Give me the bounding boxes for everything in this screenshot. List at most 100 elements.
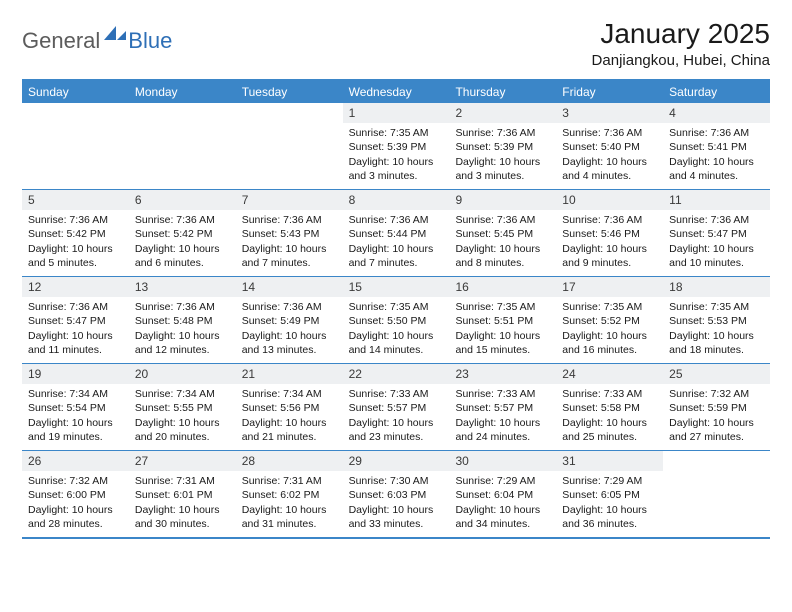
sunrise-line: Sunrise: 7:35 AM: [669, 300, 764, 314]
sunset-line: Sunset: 5:41 PM: [669, 140, 764, 154]
sunrise-line: Sunrise: 7:33 AM: [349, 387, 444, 401]
day-body: Sunrise: 7:34 AMSunset: 5:54 PMDaylight:…: [22, 384, 129, 450]
weekday-header: Tuesday: [236, 81, 343, 103]
sunset-line: Sunset: 5:48 PM: [135, 314, 230, 328]
day-body: Sunrise: 7:36 AMSunset: 5:43 PMDaylight:…: [236, 210, 343, 276]
day-body: Sunrise: 7:35 AMSunset: 5:39 PMDaylight:…: [343, 123, 450, 189]
day-number: 27: [129, 451, 236, 471]
weekday-header: Friday: [556, 81, 663, 103]
sunrise-line: Sunrise: 7:36 AM: [669, 126, 764, 140]
daylight-line: Daylight: 10 hours and 30 minutes.: [135, 503, 230, 531]
day-number: 26: [22, 451, 129, 471]
sunset-line: Sunset: 5:59 PM: [669, 401, 764, 415]
day-cell: 17Sunrise: 7:35 AMSunset: 5:52 PMDayligh…: [556, 277, 663, 363]
sunset-line: Sunset: 5:54 PM: [28, 401, 123, 415]
day-body: Sunrise: 7:30 AMSunset: 6:03 PMDaylight:…: [343, 471, 450, 537]
sunset-line: Sunset: 5:46 PM: [562, 227, 657, 241]
day-cell: 22Sunrise: 7:33 AMSunset: 5:57 PMDayligh…: [343, 364, 450, 450]
logo-text-blue: Blue: [128, 28, 172, 54]
day-body: Sunrise: 7:32 AMSunset: 6:00 PMDaylight:…: [22, 471, 129, 537]
day-number: 24: [556, 364, 663, 384]
weekday-header: Monday: [129, 81, 236, 103]
sunrise-line: Sunrise: 7:29 AM: [455, 474, 550, 488]
header: General Blue January 2025 Danjiangkou, H…: [22, 18, 770, 69]
day-cell: 6Sunrise: 7:36 AMSunset: 5:42 PMDaylight…: [129, 190, 236, 276]
day-cell: 27Sunrise: 7:31 AMSunset: 6:01 PMDayligh…: [129, 451, 236, 537]
logo-sail-icon: [102, 24, 128, 47]
day-cell: 30Sunrise: 7:29 AMSunset: 6:04 PMDayligh…: [449, 451, 556, 537]
day-number: [129, 103, 236, 123]
day-cell: 20Sunrise: 7:34 AMSunset: 5:55 PMDayligh…: [129, 364, 236, 450]
sunrise-line: Sunrise: 7:35 AM: [349, 300, 444, 314]
daylight-line: Daylight: 10 hours and 14 minutes.: [349, 329, 444, 357]
day-cell: 3Sunrise: 7:36 AMSunset: 5:40 PMDaylight…: [556, 103, 663, 189]
day-cell: 25Sunrise: 7:32 AMSunset: 5:59 PMDayligh…: [663, 364, 770, 450]
day-number: 2: [449, 103, 556, 123]
sunset-line: Sunset: 5:43 PM: [242, 227, 337, 241]
day-cell: [129, 103, 236, 189]
sunrise-line: Sunrise: 7:31 AM: [242, 474, 337, 488]
day-body: Sunrise: 7:36 AMSunset: 5:48 PMDaylight:…: [129, 297, 236, 363]
daylight-line: Daylight: 10 hours and 8 minutes.: [455, 242, 550, 270]
day-cell: 26Sunrise: 7:32 AMSunset: 6:00 PMDayligh…: [22, 451, 129, 537]
week-row: 12Sunrise: 7:36 AMSunset: 5:47 PMDayligh…: [22, 276, 770, 363]
sunset-line: Sunset: 5:58 PM: [562, 401, 657, 415]
daylight-line: Daylight: 10 hours and 31 minutes.: [242, 503, 337, 531]
daylight-line: Daylight: 10 hours and 28 minutes.: [28, 503, 123, 531]
day-number: 15: [343, 277, 450, 297]
sunset-line: Sunset: 5:49 PM: [242, 314, 337, 328]
day-number: 16: [449, 277, 556, 297]
location: Danjiangkou, Hubei, China: [592, 52, 770, 69]
day-number: 13: [129, 277, 236, 297]
day-cell: 15Sunrise: 7:35 AMSunset: 5:50 PMDayligh…: [343, 277, 450, 363]
sunrise-line: Sunrise: 7:36 AM: [28, 300, 123, 314]
daylight-line: Daylight: 10 hours and 20 minutes.: [135, 416, 230, 444]
sunrise-line: Sunrise: 7:35 AM: [349, 126, 444, 140]
sunset-line: Sunset: 5:47 PM: [669, 227, 764, 241]
day-cell: 4Sunrise: 7:36 AMSunset: 5:41 PMDaylight…: [663, 103, 770, 189]
sunset-line: Sunset: 5:39 PM: [349, 140, 444, 154]
month-title: January 2025: [592, 18, 770, 50]
day-cell: 10Sunrise: 7:36 AMSunset: 5:46 PMDayligh…: [556, 190, 663, 276]
day-number: [236, 103, 343, 123]
daylight-line: Daylight: 10 hours and 4 minutes.: [562, 155, 657, 183]
daylight-line: Daylight: 10 hours and 24 minutes.: [455, 416, 550, 444]
sunrise-line: Sunrise: 7:35 AM: [455, 300, 550, 314]
day-number: 29: [343, 451, 450, 471]
day-cell: 14Sunrise: 7:36 AMSunset: 5:49 PMDayligh…: [236, 277, 343, 363]
sunset-line: Sunset: 5:44 PM: [349, 227, 444, 241]
day-body: Sunrise: 7:36 AMSunset: 5:45 PMDaylight:…: [449, 210, 556, 276]
daylight-line: Daylight: 10 hours and 33 minutes.: [349, 503, 444, 531]
day-body: Sunrise: 7:29 AMSunset: 6:04 PMDaylight:…: [449, 471, 556, 537]
sunrise-line: Sunrise: 7:34 AM: [242, 387, 337, 401]
day-cell: 28Sunrise: 7:31 AMSunset: 6:02 PMDayligh…: [236, 451, 343, 537]
week-row: 5Sunrise: 7:36 AMSunset: 5:42 PMDaylight…: [22, 189, 770, 276]
day-number: 8: [343, 190, 450, 210]
week-row: 26Sunrise: 7:32 AMSunset: 6:00 PMDayligh…: [22, 450, 770, 537]
day-cell: [236, 103, 343, 189]
sunrise-line: Sunrise: 7:29 AM: [562, 474, 657, 488]
day-number: 9: [449, 190, 556, 210]
sunrise-line: Sunrise: 7:34 AM: [28, 387, 123, 401]
day-cell: [22, 103, 129, 189]
sunset-line: Sunset: 5:51 PM: [455, 314, 550, 328]
daylight-line: Daylight: 10 hours and 6 minutes.: [135, 242, 230, 270]
sunset-line: Sunset: 5:40 PM: [562, 140, 657, 154]
sunset-line: Sunset: 5:55 PM: [135, 401, 230, 415]
day-cell: 29Sunrise: 7:30 AMSunset: 6:03 PMDayligh…: [343, 451, 450, 537]
day-number: 4: [663, 103, 770, 123]
sunset-line: Sunset: 5:57 PM: [349, 401, 444, 415]
day-cell: 21Sunrise: 7:34 AMSunset: 5:56 PMDayligh…: [236, 364, 343, 450]
sunset-line: Sunset: 6:05 PM: [562, 488, 657, 502]
day-cell: 12Sunrise: 7:36 AMSunset: 5:47 PMDayligh…: [22, 277, 129, 363]
sunrise-line: Sunrise: 7:32 AM: [669, 387, 764, 401]
day-number: 17: [556, 277, 663, 297]
daylight-line: Daylight: 10 hours and 5 minutes.: [28, 242, 123, 270]
sunrise-line: Sunrise: 7:36 AM: [562, 126, 657, 140]
day-body: Sunrise: 7:35 AMSunset: 5:53 PMDaylight:…: [663, 297, 770, 363]
calendar: Sunday Monday Tuesday Wednesday Thursday…: [22, 79, 770, 539]
sunrise-line: Sunrise: 7:36 AM: [669, 213, 764, 227]
daylight-line: Daylight: 10 hours and 25 minutes.: [562, 416, 657, 444]
week-row: 1Sunrise: 7:35 AMSunset: 5:39 PMDaylight…: [22, 103, 770, 189]
daylight-line: Daylight: 10 hours and 11 minutes.: [28, 329, 123, 357]
